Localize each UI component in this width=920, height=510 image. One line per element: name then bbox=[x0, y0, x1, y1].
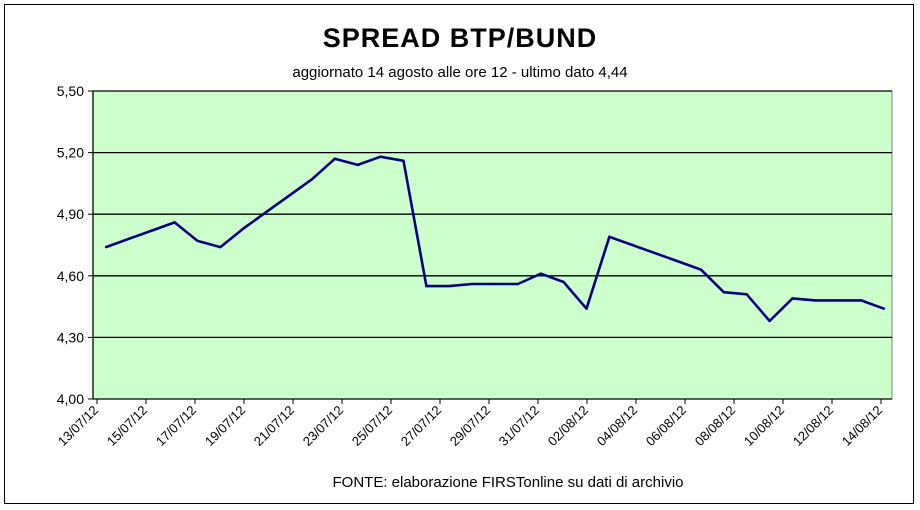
x-tick-label: 31/07/12 bbox=[496, 403, 542, 449]
data-point bbox=[333, 157, 337, 160]
x-tick-label: 02/08/12 bbox=[545, 403, 591, 449]
y-axis: 4,00 4,30 4,60 4,90 5,20 5,50 bbox=[57, 83, 93, 407]
data-point bbox=[562, 280, 565, 284]
data-point bbox=[699, 268, 703, 271]
x-tick-label: 21/07/12 bbox=[251, 403, 297, 449]
data-point bbox=[127, 237, 131, 241]
x-tick-label: 23/07/12 bbox=[300, 403, 346, 449]
data-point bbox=[196, 239, 199, 243]
plot-area bbox=[92, 90, 893, 400]
data-point bbox=[585, 307, 588, 310]
data-point bbox=[653, 252, 657, 255]
data-point bbox=[539, 272, 542, 275]
data-point bbox=[516, 282, 520, 286]
data-point bbox=[310, 178, 314, 181]
x-tick-label: 25/07/12 bbox=[349, 403, 395, 449]
x-tick-label: 27/07/12 bbox=[398, 403, 444, 449]
data-point bbox=[219, 245, 222, 249]
data-point bbox=[425, 284, 428, 288]
y-tick-label: 4,60 bbox=[57, 268, 84, 284]
data-point bbox=[814, 299, 817, 302]
data-point bbox=[242, 227, 245, 230]
x-tick-label: 06/08/12 bbox=[643, 403, 689, 449]
data-point bbox=[470, 282, 474, 286]
x-tick-label: 12/08/12 bbox=[790, 403, 836, 449]
data-point bbox=[402, 159, 405, 163]
x-tick-label: 19/07/12 bbox=[202, 403, 248, 449]
chart-source: FONTE: elaborazione FIRSTonline su dati … bbox=[333, 474, 684, 491]
y-tick-label: 5,20 bbox=[57, 145, 84, 161]
data-point bbox=[150, 229, 153, 232]
data-point bbox=[768, 319, 771, 323]
data-point bbox=[493, 282, 497, 286]
x-tick-label: 04/08/12 bbox=[594, 403, 640, 449]
x-tick-label: 15/07/12 bbox=[104, 403, 150, 449]
data-point bbox=[173, 221, 176, 224]
data-point bbox=[356, 163, 359, 167]
data-point bbox=[745, 293, 748, 296]
x-tick-label: 13/07/12 bbox=[55, 403, 101, 449]
data-point bbox=[791, 297, 794, 300]
data-point bbox=[287, 194, 291, 197]
chart-subtitle: aggiornato 14 agosto alle ore 12 - ultim… bbox=[292, 64, 627, 81]
y-tick-label: 4,00 bbox=[57, 391, 84, 407]
x-tick-label: 29/07/12 bbox=[447, 403, 493, 449]
x-tick-label: 14/08/12 bbox=[839, 403, 885, 449]
data-point bbox=[104, 245, 108, 249]
data-point bbox=[264, 210, 268, 214]
data-point bbox=[379, 155, 382, 158]
data-point bbox=[448, 284, 451, 288]
data-point bbox=[859, 299, 863, 302]
x-tick-label: 17/07/12 bbox=[153, 403, 199, 449]
data-point bbox=[676, 260, 680, 263]
data-point bbox=[882, 307, 886, 310]
y-tick-label: 4,90 bbox=[57, 206, 84, 222]
x-tick-label: 08/08/12 bbox=[692, 403, 738, 449]
grid-lines bbox=[92, 90, 892, 400]
data-point bbox=[722, 291, 726, 294]
series-layer bbox=[104, 155, 886, 323]
x-axis: 13/07/12 15/07/12 17/07/12 19/07/12 21/07/12… bbox=[55, 399, 885, 449]
x-tick-label: 10/08/12 bbox=[741, 403, 787, 449]
y-tick-label: 5,50 bbox=[57, 83, 84, 99]
data-point bbox=[837, 299, 840, 302]
y-tick-label: 4,30 bbox=[57, 329, 84, 345]
chart-title: SPREAD BTP/BUND bbox=[323, 23, 598, 53]
data-point bbox=[608, 235, 611, 238]
data-point bbox=[631, 243, 634, 247]
